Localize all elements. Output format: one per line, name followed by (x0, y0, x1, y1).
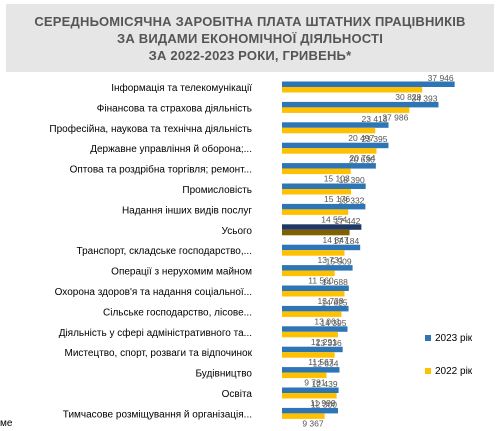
category-label: Надання інших видів послуг (122, 205, 252, 216)
bar-2023 (282, 367, 340, 373)
legend-label: 2023 рік (435, 333, 473, 344)
legend-label: 2022 рік (435, 366, 473, 377)
bar-2023 (282, 407, 338, 414)
bar-2022 (282, 331, 338, 338)
value-label-2023: 15 509 (326, 257, 352, 267)
bar-2022 (282, 87, 423, 93)
bar-2022 (282, 148, 377, 154)
value-label-2022: 9 781 (304, 378, 326, 388)
bar-2022 (282, 229, 350, 236)
category-label: Освіта (222, 389, 253, 400)
value-label-2022: 13 731 (317, 255, 343, 265)
bar-2022 (282, 189, 352, 195)
value-label-2023: 18 332 (338, 195, 364, 205)
bar-2022 (282, 372, 327, 379)
category-label: Діяльність у сфері адміністративного та.… (59, 327, 252, 339)
legend-swatch (425, 368, 431, 374)
category-label: Охорона здоров'я та надання соціальної..… (55, 287, 252, 298)
bar-2023 (282, 163, 376, 169)
chart-title-line-1: СЕРЕДНЬОМІСЯЧНА ЗАРОБІТНА ПЛАТА ШТАТНИХ … (34, 13, 466, 29)
chart-title-line-2: ЗА ВИДАМИ ЕКОНОМІЧНОЇ ДІЯЛЬНОСТІ (117, 30, 383, 46)
bar-2022 (282, 393, 337, 399)
value-label-2023: 37 946 (428, 73, 454, 83)
bar-2023 (282, 305, 349, 312)
value-label-2023: 12 634 (312, 359, 338, 369)
bar-2023 (282, 387, 339, 393)
bar-2022 (282, 250, 345, 256)
value-label-2022: 30 829 (395, 92, 421, 102)
bar-2023 (282, 265, 353, 271)
chart-title: СЕРЕДНЬОМІСЯЧНА ЗАРОБІТНА ПЛАТА ШТАТНИХ … (6, 4, 494, 72)
category-label: Транспорт, складське господарство,... (77, 246, 252, 257)
value-label-2022: 9 367 (302, 418, 324, 428)
value-label-2022: 27 986 (382, 112, 408, 122)
chart-title-line-3: ЗА 2022-2023 РОКИ, ГРИВЕНЬ* (148, 47, 352, 63)
value-label-2023: 17 184 (333, 236, 359, 246)
category-label: Тимчасове розміщування й організація... (63, 409, 252, 420)
value-label-2023: 14 395 (320, 318, 346, 328)
value-label-2022: 13 061 (314, 316, 340, 326)
value-label-2022: 11 560 (308, 276, 334, 286)
category-label: Мистецтво, спорт, розваги та відпочинок (65, 348, 253, 359)
bar-2022 (282, 311, 342, 317)
value-label-2022: 20 497 (348, 133, 374, 143)
bar-2023 (282, 203, 366, 210)
bar-2023 (282, 183, 366, 189)
category-label: Будівництво (195, 369, 252, 380)
value-label-2022: 20 764 (349, 153, 375, 163)
bar-2022 (282, 291, 345, 297)
bar-2022 (282, 352, 335, 358)
value-label-2022: 12 291 (311, 337, 337, 347)
legend-swatch (425, 335, 431, 341)
value-label-2023: 20 630 (349, 155, 375, 165)
bar-2023 (282, 224, 362, 230)
bar-2023 (282, 142, 389, 149)
value-label-2023: 23 413 (362, 114, 388, 124)
value-label-2023: 23 395 (361, 134, 387, 144)
bar-2022 (282, 270, 335, 277)
bar-2023 (282, 122, 389, 128)
value-label-2023: 14 688 (322, 277, 348, 287)
legend: 2023 рік 2022 рік (425, 333, 473, 377)
bar-2022 (282, 413, 325, 419)
category-label: Інформація та телекомунікації (111, 82, 252, 94)
value-label-2022: 13 738 (318, 296, 344, 306)
value-label-2023: 13 336 (316, 338, 342, 348)
category-label: Професійна, наукова та технічна діяльніс… (49, 123, 252, 135)
bar-2023 (282, 285, 349, 291)
category-label: Державне управління й оборона;... (90, 143, 252, 155)
value-label-2022: 15 103 (324, 174, 350, 184)
value-label-2022: 11 567 (308, 357, 334, 367)
category-label: Оптова та роздрібна торгівля; ремонт... (70, 164, 252, 176)
bar-2022 (282, 107, 410, 113)
value-label-2023: 18 390 (339, 175, 365, 185)
bar-2023 (282, 244, 361, 251)
category-label: Операції з нерухомим майном (111, 267, 252, 278)
bar-2022 (282, 209, 349, 215)
value-label-2022: 14 554 (321, 214, 347, 224)
bar-2023 (282, 326, 348, 332)
category-label: Усього (222, 226, 253, 237)
value-label-2022: 14 847 (323, 235, 349, 245)
value-label-2023: 14 625 (322, 297, 348, 307)
value-label-2023: 17 442 (334, 216, 360, 226)
labels-layer: Інформація та телекомунікації 37 946 30 82… (49, 73, 454, 428)
value-label-2023: 34 393 (411, 93, 437, 103)
bar-2023 (282, 81, 455, 87)
category-label: Сільське господарство, лісове... (103, 307, 252, 318)
bar-2022 (282, 127, 376, 134)
category-label: Промисловість (182, 185, 252, 196)
truncated-text: ме (0, 418, 13, 429)
value-label-2023: 12 300 (311, 399, 337, 409)
category-label: Фінансова та страхова діяльність (97, 103, 252, 114)
bars-layer (282, 81, 455, 419)
value-label-2022: 15 176 (324, 194, 350, 204)
value-label-2023: 12 439 (312, 379, 338, 389)
value-label-2022: 11 999 (310, 398, 336, 408)
bar-2022 (282, 168, 351, 175)
bar-2023 (282, 101, 439, 108)
bar-2023 (282, 346, 343, 353)
